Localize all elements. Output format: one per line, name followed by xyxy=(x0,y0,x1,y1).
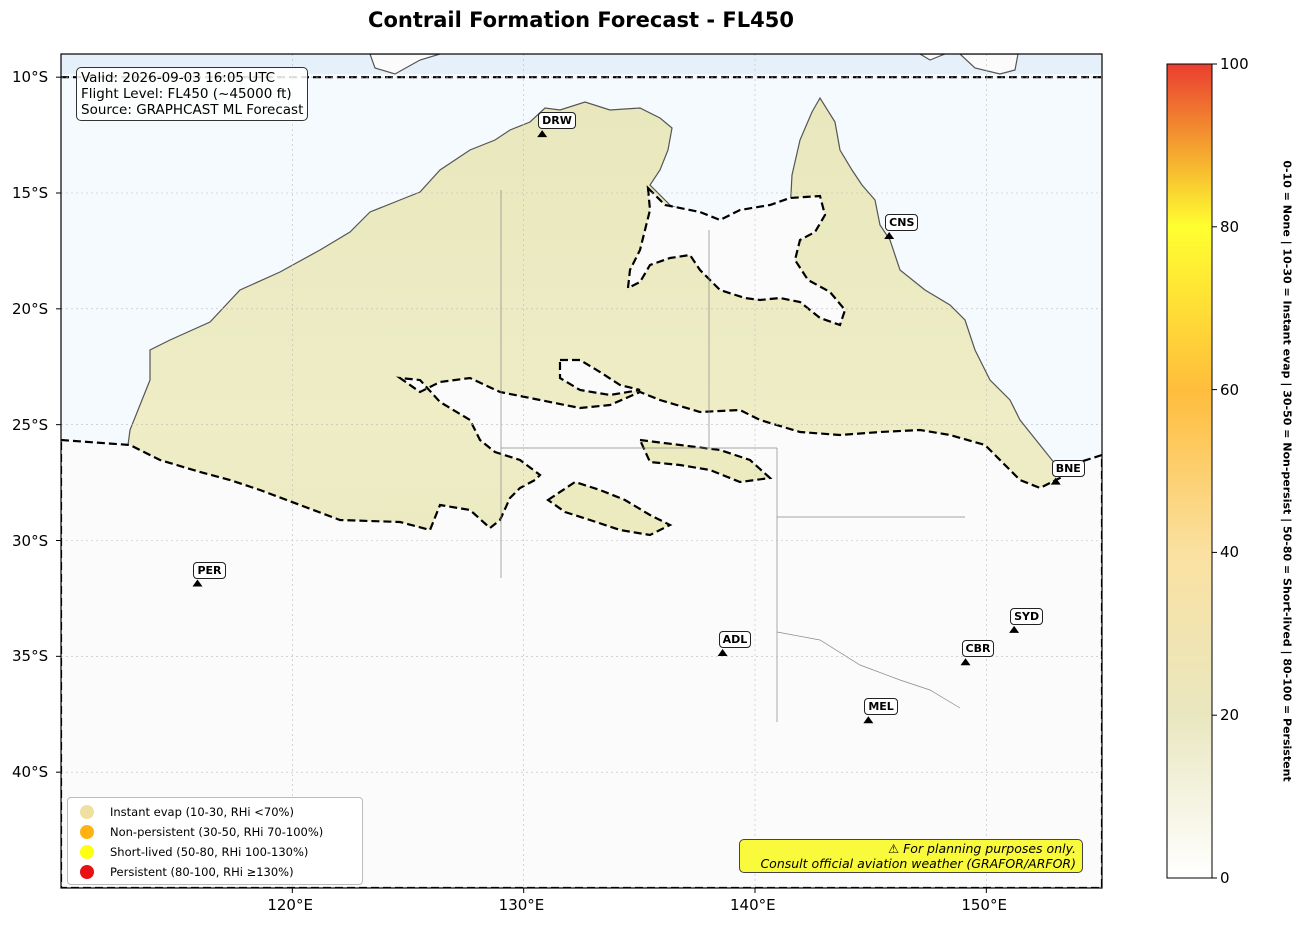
legend-item: Persistent (80-100, RHi ≥130%) xyxy=(68,862,362,882)
colorbar-tick-label: 40 xyxy=(1220,543,1240,562)
graticule xyxy=(61,54,1102,888)
colorbar xyxy=(1166,63,1213,879)
city-label-mel: MEL xyxy=(864,698,898,716)
persistent-contrail-region xyxy=(61,185,1102,888)
new-guinea-coast xyxy=(369,54,1019,75)
legend-item: Short-lived (50-80, RHi 100-130%) xyxy=(68,842,362,862)
axis-ticks xyxy=(56,76,1061,893)
colorbar-tick-label: 0 xyxy=(1220,869,1230,887)
city-label-drw: DRW xyxy=(538,112,576,130)
colorbar-tick-label: 20 xyxy=(1220,706,1240,725)
lon-tick-label: 140°E xyxy=(730,896,776,914)
city-label-cbr: CBR xyxy=(961,640,995,658)
city-marker-adl xyxy=(717,649,728,657)
chart-title: Contrail Formation Forecast - FL450 xyxy=(368,8,794,32)
legend-item: Non-persistent (30-50, RHi 70-100%) xyxy=(68,822,362,842)
city-marker-per xyxy=(192,579,203,587)
legend-swatch xyxy=(80,865,94,879)
lat-tick-label: 15°S xyxy=(12,184,49,202)
city-label-syd: SYD xyxy=(1010,607,1044,625)
forecast-info-box: Valid: 2026-09-03 16:05 UTC Flight Level… xyxy=(76,67,309,121)
disclaimer-line1: ⚠ For planning purposes only. xyxy=(888,841,1076,856)
legend: Instant evap (10-30, RHi <70%) Non-persis… xyxy=(67,797,363,885)
city-marker-cns xyxy=(884,232,895,240)
legend-label: Persistent (80-100, RHi ≥130%) xyxy=(110,865,294,879)
colorbar-ticks xyxy=(1212,63,1217,879)
valid-time: Valid: 2026-09-03 16:05 UTC xyxy=(81,70,276,86)
legend-swatch xyxy=(80,825,94,839)
colorbar-tick-label: 100 xyxy=(1220,55,1249,73)
city-label-per: PER xyxy=(193,561,226,579)
disclaimer-line2: Consult official aviation weather (GRAFO… xyxy=(760,855,1076,871)
city-marker-drw xyxy=(537,130,548,138)
lon-tick-label: 130°E xyxy=(498,896,545,914)
lat-tick-label: 30°S xyxy=(12,531,49,550)
lat-tick-label: 20°S xyxy=(12,299,49,318)
city-marker-syd xyxy=(1009,625,1020,633)
map-frame xyxy=(60,53,1103,889)
north-band xyxy=(61,54,1102,74)
city-marker-cbr xyxy=(960,658,971,666)
disclaimer-box: ⚠ For planning purposes only. Consult of… xyxy=(739,839,1083,873)
colorbar-label-text: 0-10 = None | 10-30 = Instant evap | 30-… xyxy=(1280,160,1294,782)
legend-label: Instant evap (10-30, RHi <70%) xyxy=(110,805,294,819)
legend-item: Instant evap (10-30, RHi <70%) xyxy=(68,802,362,822)
colorbar-tick-label: 60 xyxy=(1220,380,1240,399)
lat-tick-label: 25°S xyxy=(12,415,49,434)
flight-level: Flight Level: FL450 (~45000 ft) xyxy=(81,86,292,102)
city-marker-bne xyxy=(1050,477,1061,485)
city-label-adl: ADL xyxy=(718,631,752,649)
lon-tick-label: 120°E xyxy=(267,896,313,914)
city-marker-mel xyxy=(863,716,874,724)
colorbar-tick-label: 80 xyxy=(1220,217,1240,236)
city-label-bne: BNE xyxy=(1051,459,1085,477)
data-source: Source: GRAPHCAST ML Forecast xyxy=(81,102,304,118)
lat-tick-label: 10°S xyxy=(12,68,49,87)
lat-tick-label: 35°S xyxy=(12,647,49,666)
legend-label: Short-lived (50-80, RHi 100-130%) xyxy=(110,845,309,859)
legend-label: Non-persistent (30-50, RHi 70-100%) xyxy=(110,825,324,839)
lat-tick-label: 40°S xyxy=(12,763,49,782)
city-label-cns: CNS xyxy=(885,214,919,232)
legend-swatch xyxy=(80,845,94,859)
legend-swatch xyxy=(80,805,94,819)
lon-tick-label: 150°E xyxy=(961,896,1007,914)
state-borders xyxy=(500,190,965,722)
